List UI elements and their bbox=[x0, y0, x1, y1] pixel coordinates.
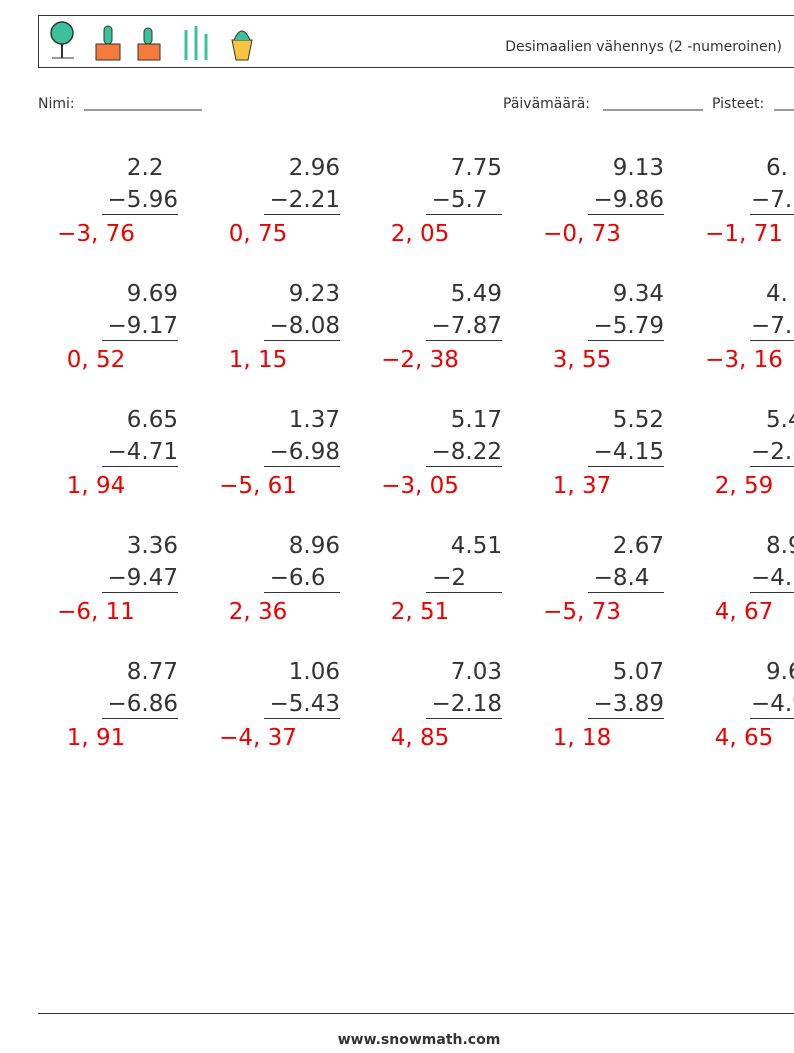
subtrahend: −5.7 bbox=[432, 187, 488, 213]
minuend: 8.9 bbox=[766, 533, 794, 559]
subtrahend: −3.89 bbox=[594, 691, 664, 717]
minuend: 7.75 bbox=[451, 155, 502, 181]
minuend: 9.69 bbox=[127, 281, 178, 307]
minuend: 1.37 bbox=[289, 407, 340, 433]
minuend: 5.49 bbox=[451, 281, 502, 307]
subtrahend: −4.15 bbox=[594, 439, 664, 465]
answer: 1, 91 bbox=[67, 725, 126, 751]
answer: −3, 16 bbox=[705, 347, 783, 373]
subtrahend: −5.79 bbox=[594, 313, 664, 339]
minuend: 5.07 bbox=[613, 659, 664, 685]
subtrahend: −9.86 bbox=[594, 187, 664, 213]
answer: 0, 52 bbox=[67, 347, 126, 373]
answer: −1, 71 bbox=[705, 221, 783, 247]
answer: −2, 38 bbox=[381, 347, 459, 373]
minuend: 5.17 bbox=[451, 407, 502, 433]
answer: −3, 05 bbox=[381, 473, 459, 499]
subtrahend: −6.6 bbox=[270, 565, 326, 591]
minuend: 6. bbox=[766, 155, 788, 181]
answer: −6, 11 bbox=[57, 599, 135, 625]
subtrahend: −4.2 bbox=[751, 565, 794, 591]
date-label: Päivämäärä: bbox=[503, 96, 590, 112]
answer: −4, 37 bbox=[219, 725, 297, 751]
score-label: Pisteet: bbox=[712, 96, 764, 112]
header-box bbox=[38, 15, 794, 68]
answer: 2, 51 bbox=[391, 599, 450, 625]
minuend: 2.2 bbox=[127, 155, 164, 181]
subtrahend: −6.86 bbox=[108, 691, 178, 717]
minuend: 8.96 bbox=[289, 533, 340, 559]
minuend: 5.52 bbox=[613, 407, 664, 433]
subtrahend: −4.71 bbox=[108, 439, 178, 465]
subtrahend: −7. bbox=[751, 313, 792, 339]
minuend: 7.03 bbox=[451, 659, 502, 685]
answer: 2, 05 bbox=[391, 221, 450, 247]
answer: 1, 94 bbox=[67, 473, 126, 499]
answer: 1, 18 bbox=[553, 725, 612, 751]
answer: 4, 67 bbox=[715, 599, 774, 625]
footer-site: www.snowmath.com bbox=[338, 1032, 501, 1048]
minuend: 9.6 bbox=[766, 659, 794, 685]
answer: 2, 59 bbox=[715, 473, 774, 499]
header-icons bbox=[50, 21, 253, 61]
answer: 0, 75 bbox=[229, 221, 288, 247]
answer: 3, 55 bbox=[553, 347, 612, 373]
problems: 2.2 −5.96 −3, 76 2.96 −2.21 0, 75 7.75 −5.7 2, 0… bbox=[57, 155, 794, 751]
answer: −3, 76 bbox=[57, 221, 135, 247]
name-label: Nimi: bbox=[38, 96, 75, 112]
answer: 4, 65 bbox=[715, 725, 774, 751]
subtrahend: −4.9 bbox=[751, 691, 794, 717]
answer: −5, 61 bbox=[219, 473, 297, 499]
answer: 4, 85 bbox=[391, 725, 450, 751]
subtrahend: −2.21 bbox=[270, 187, 340, 213]
subtrahend: −2 bbox=[432, 565, 466, 591]
minuend: 4. bbox=[766, 281, 788, 307]
subtrahend: −9.17 bbox=[108, 313, 178, 339]
subtrahend: −5.96 bbox=[108, 187, 178, 213]
minuend: 9.13 bbox=[613, 155, 664, 181]
minuend: 4.51 bbox=[451, 533, 502, 559]
subtrahend: −7.87 bbox=[432, 313, 502, 339]
subtrahend: −8.22 bbox=[432, 439, 502, 465]
minuend: 9.34 bbox=[613, 281, 664, 307]
minuend: 9.23 bbox=[289, 281, 340, 307]
minuend: 6.65 bbox=[127, 407, 178, 433]
answer: 1, 15 bbox=[229, 347, 288, 373]
answer: 1, 37 bbox=[553, 473, 612, 499]
title: Desimaalien vähennys (2 -numeroinen) bbox=[505, 39, 782, 55]
subtrahend: −2.8 bbox=[751, 439, 794, 465]
minuend: 2.67 bbox=[613, 533, 664, 559]
subtrahend: −9.47 bbox=[108, 565, 178, 591]
minuend: 8.77 bbox=[127, 659, 178, 685]
minuend: 1.06 bbox=[289, 659, 340, 685]
answer: −5, 73 bbox=[543, 599, 621, 625]
subtrahend: −2.18 bbox=[432, 691, 502, 717]
subtrahend: −8.08 bbox=[270, 313, 340, 339]
subtrahend: −7. bbox=[751, 187, 792, 213]
subtrahend: −5.43 bbox=[270, 691, 340, 717]
minuend: 2.96 bbox=[289, 155, 340, 181]
answer: 2, 36 bbox=[229, 599, 288, 625]
subtrahend: −8.4 bbox=[594, 565, 650, 591]
answer: −0, 73 bbox=[543, 221, 621, 247]
minuend: 3.36 bbox=[127, 533, 178, 559]
minuend: 5.4 bbox=[766, 407, 794, 433]
subtrahend: −6.98 bbox=[270, 439, 340, 465]
